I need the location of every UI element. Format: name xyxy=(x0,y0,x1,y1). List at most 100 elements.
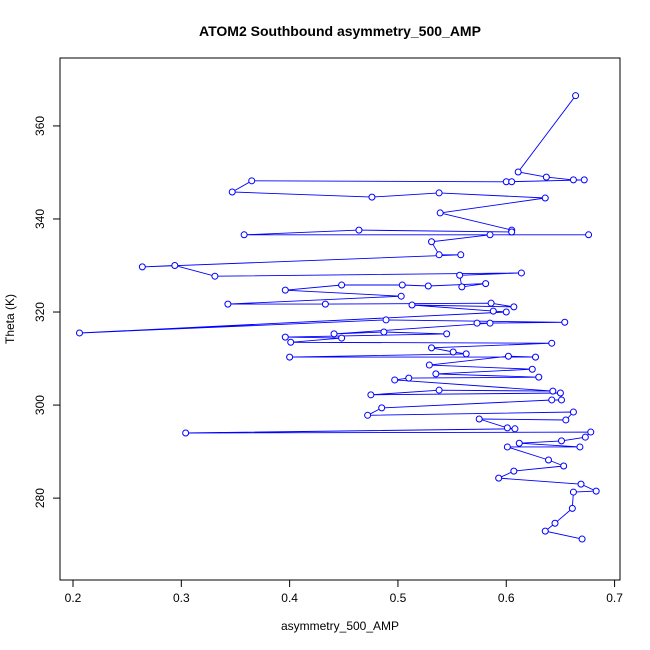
point xyxy=(457,251,465,259)
point xyxy=(432,370,440,378)
point xyxy=(475,415,483,423)
point xyxy=(517,269,525,277)
y-tick-label: 340 xyxy=(33,209,47,229)
point xyxy=(240,231,248,239)
point xyxy=(556,389,564,397)
point xyxy=(211,272,219,280)
point xyxy=(548,396,556,404)
point xyxy=(473,319,481,327)
point xyxy=(587,428,595,436)
point xyxy=(378,404,386,412)
point xyxy=(572,92,580,100)
point xyxy=(548,339,556,347)
point xyxy=(558,396,566,404)
point xyxy=(515,439,523,447)
point xyxy=(541,194,549,202)
point xyxy=(576,443,584,451)
point xyxy=(551,519,559,527)
point xyxy=(482,280,490,288)
x-axis-label: asymmetry_500_AMP xyxy=(281,619,399,633)
point xyxy=(355,226,363,234)
point xyxy=(436,209,444,217)
point xyxy=(580,176,588,184)
point xyxy=(542,173,550,181)
point xyxy=(364,411,372,419)
y-tick-label: 360 xyxy=(33,116,47,136)
point xyxy=(486,231,494,239)
point xyxy=(577,480,585,488)
point xyxy=(545,456,553,464)
point xyxy=(182,429,190,437)
point xyxy=(535,373,543,381)
point xyxy=(321,300,329,308)
y-axis-label: Theta (K) xyxy=(3,294,17,344)
point xyxy=(510,467,518,475)
point xyxy=(248,177,256,185)
point xyxy=(428,238,436,246)
point xyxy=(75,329,83,337)
point xyxy=(435,386,443,394)
point xyxy=(528,365,536,373)
point xyxy=(502,308,510,316)
point xyxy=(569,488,577,496)
point xyxy=(549,387,557,395)
point xyxy=(405,374,413,382)
point xyxy=(581,433,589,441)
point xyxy=(541,527,549,535)
point xyxy=(443,330,451,338)
plot-frame xyxy=(59,57,621,581)
point xyxy=(585,231,593,239)
point xyxy=(558,437,566,445)
point xyxy=(391,376,399,384)
point xyxy=(338,334,346,342)
point xyxy=(503,424,511,432)
point xyxy=(578,535,586,543)
point xyxy=(458,283,466,291)
point xyxy=(408,301,416,309)
point xyxy=(489,307,497,315)
point xyxy=(330,330,338,338)
point xyxy=(435,189,443,197)
point xyxy=(287,338,295,346)
x-tick-label: 0.3 xyxy=(173,591,190,605)
point xyxy=(228,188,236,196)
point xyxy=(367,391,375,399)
point xyxy=(380,328,388,336)
point xyxy=(462,350,470,358)
point xyxy=(510,303,518,311)
point xyxy=(424,282,432,290)
point xyxy=(224,300,232,308)
point xyxy=(504,352,512,360)
y-tick-label: 280 xyxy=(33,488,47,508)
point xyxy=(486,319,494,327)
point xyxy=(286,353,294,361)
point xyxy=(508,228,516,236)
point xyxy=(428,344,436,352)
point xyxy=(281,286,289,294)
point xyxy=(487,299,495,307)
point xyxy=(514,168,522,176)
x-tick-label: 0.7 xyxy=(606,591,623,605)
point xyxy=(592,487,600,495)
point xyxy=(511,425,519,433)
point xyxy=(561,318,569,326)
point xyxy=(456,271,464,279)
point xyxy=(495,474,503,482)
point xyxy=(569,176,577,184)
point xyxy=(338,281,346,289)
point xyxy=(503,443,511,451)
point xyxy=(382,316,390,324)
point xyxy=(562,416,570,424)
point xyxy=(532,353,540,361)
point xyxy=(368,193,376,201)
x-tick-label: 0.2 xyxy=(65,591,82,605)
chart-title: ATOM2 Southbound asymmetry_500_AMP xyxy=(199,23,481,39)
point xyxy=(568,504,576,512)
y-tick-label: 300 xyxy=(33,395,47,415)
point xyxy=(397,292,405,300)
point xyxy=(569,408,577,416)
point xyxy=(171,261,179,269)
point xyxy=(435,251,443,259)
